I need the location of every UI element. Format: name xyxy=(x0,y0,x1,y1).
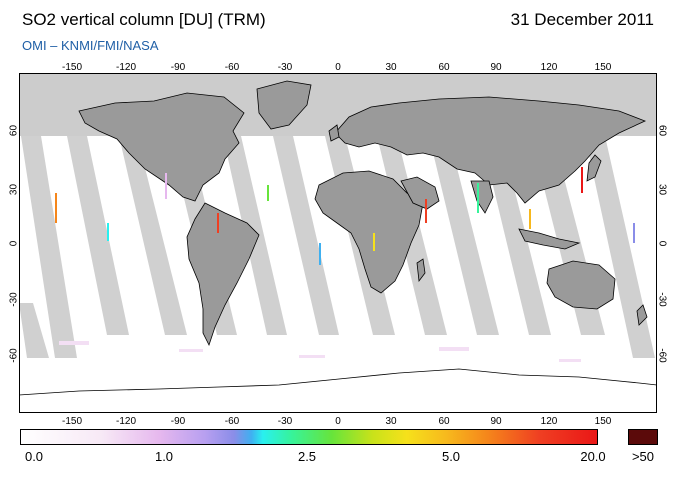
north-america xyxy=(78,92,245,202)
lat-tick-right: -30 xyxy=(656,292,668,307)
lon-tick-top: 120 xyxy=(540,62,558,73)
lat-tick-left: 60 xyxy=(8,124,20,137)
lon-tick-top: -30 xyxy=(277,62,293,73)
lat-tick-left: 30 xyxy=(8,183,20,196)
lat-tick-left: -30 xyxy=(8,292,20,307)
lon-tick-top: 90 xyxy=(490,62,502,73)
lon-tick-top: -90 xyxy=(170,62,186,73)
lat-tick-right: 60 xyxy=(656,124,668,137)
scale-label: 1.0 xyxy=(154,449,174,464)
continents xyxy=(19,80,657,413)
map-canvas xyxy=(19,73,657,413)
lat-tick-right: 30 xyxy=(656,183,668,196)
arabia xyxy=(400,176,440,210)
indonesia xyxy=(518,228,581,250)
so2-world-map xyxy=(19,73,657,413)
scale-label: 2.5 xyxy=(297,449,317,464)
lat-tick-right: 0 xyxy=(656,240,668,247)
japan xyxy=(586,154,602,182)
lon-tick-bottom: -120 xyxy=(115,416,137,427)
africa xyxy=(314,170,424,294)
scale-label: 20.0 xyxy=(580,449,606,464)
south-america xyxy=(186,202,260,347)
antarctica xyxy=(19,368,657,413)
scale-label: 0.0 xyxy=(24,449,44,464)
lon-tick-bottom: 30 xyxy=(385,416,397,427)
lat-tick-right: -60 xyxy=(656,348,668,363)
lon-tick-top: 0 xyxy=(335,62,341,73)
lon-tick-bottom: 150 xyxy=(594,416,612,427)
lon-tick-bottom: -150 xyxy=(61,416,83,427)
overflow-swatch xyxy=(628,429,658,445)
lon-tick-bottom: -30 xyxy=(277,416,293,427)
color-scale-bar xyxy=(20,429,598,445)
map-date: 31 December 2011 xyxy=(510,10,654,29)
overflow-label: >50 xyxy=(631,449,655,464)
india xyxy=(470,180,494,214)
lon-tick-bottom: 60 xyxy=(438,416,450,427)
data-credit: OMI – KNMI/FMI/NASA xyxy=(22,38,159,53)
lat-tick-left: 0 xyxy=(8,240,20,247)
australia xyxy=(546,260,616,310)
lon-tick-bottom: 0 xyxy=(335,416,341,427)
lon-tick-bottom: 90 xyxy=(490,416,502,427)
lon-tick-bottom: -90 xyxy=(170,416,186,427)
lon-tick-top: 150 xyxy=(594,62,612,73)
new-zealand xyxy=(636,304,648,326)
eurasia xyxy=(334,96,647,204)
lon-tick-bottom: 120 xyxy=(540,416,558,427)
map-frame xyxy=(19,73,657,413)
so2-speckles xyxy=(55,167,635,265)
greenland xyxy=(256,80,312,130)
madagascar xyxy=(416,258,426,283)
lon-tick-top: 60 xyxy=(438,62,450,73)
lon-tick-top: -60 xyxy=(224,62,240,73)
lon-tick-top: -150 xyxy=(61,62,83,73)
lon-tick-top: -120 xyxy=(115,62,137,73)
lat-tick-left: -60 xyxy=(8,348,20,363)
lon-tick-top: 30 xyxy=(385,62,397,73)
britain xyxy=(328,124,340,142)
map-title: SO2 vertical column [DU] (TRM) xyxy=(22,10,266,29)
scale-label: 5.0 xyxy=(441,449,461,464)
southern-noise xyxy=(59,341,581,362)
lon-tick-bottom: -60 xyxy=(224,416,240,427)
